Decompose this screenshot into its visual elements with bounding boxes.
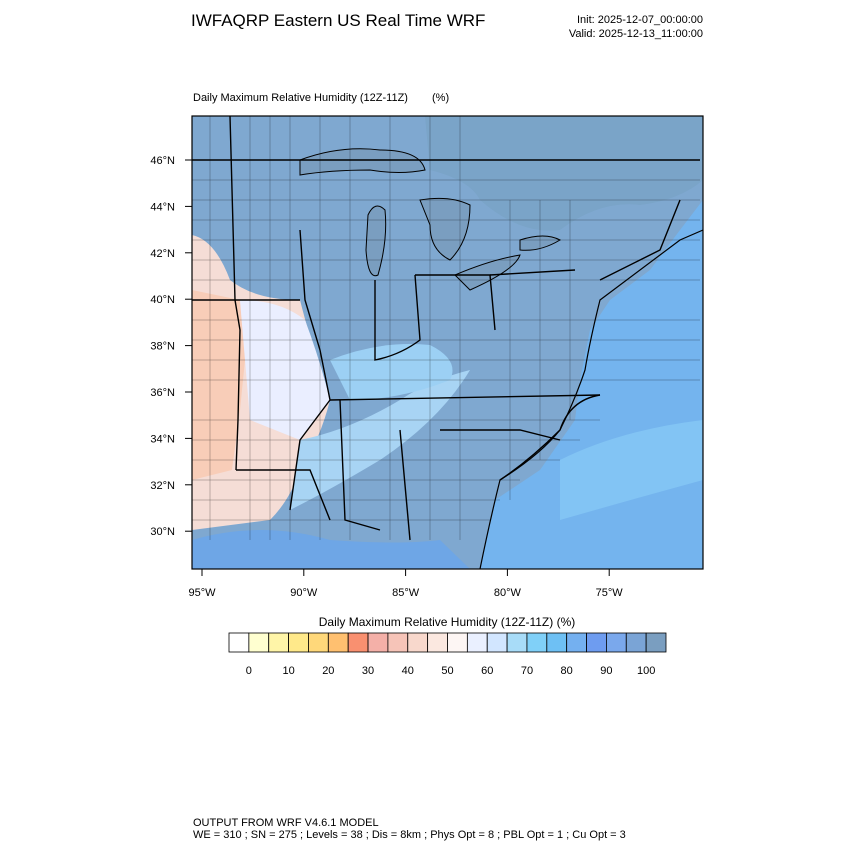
ocean-band [560, 420, 703, 520]
colorbar-box [407, 632, 429, 653]
footer-line1: OUTPUT FROM WRF V4.6.1 MODEL [193, 817, 379, 829]
colorbar-box [288, 632, 309, 653]
colorbar-box [486, 632, 508, 653]
lat-label: 38°N [150, 341, 175, 353]
county-lines [192, 116, 700, 540]
colorbar-tick-label: 100 [637, 665, 655, 677]
colorbar-box [546, 632, 568, 653]
colorbar-box [447, 632, 468, 653]
colorbar-box [387, 632, 409, 653]
colorbar-title: Daily Maximum Relative Humidity (12Z-11Z… [319, 615, 576, 629]
moist-transition [240, 300, 330, 440]
map-frame [191, 115, 704, 570]
colorbar-box [228, 632, 250, 653]
colorbar: 0 10 20 30 40 50 60 70 80 90 100 [228, 632, 667, 677]
colorbar-tick-label: 80 [561, 665, 573, 677]
lake-huron [419, 197, 471, 261]
lat-label: 40°N [150, 294, 175, 306]
colorbar-tick-label: 40 [402, 665, 414, 677]
header-title: IWFAQRP Eastern US Real Time WRF [191, 11, 485, 30]
map-units: (%) [432, 92, 449, 104]
colorbar-box [367, 632, 389, 653]
colorbar-tick-label: 50 [441, 665, 453, 677]
colorbar-box [466, 632, 488, 653]
lon-labels: 95°W 90°W 85°W 80°W 75°W [188, 569, 623, 599]
dry-core [192, 290, 245, 480]
colorbar-box [526, 632, 548, 653]
footer-line2: WE = 310 ; SN = 275 ; Levels = 38 ; Dis … [193, 829, 626, 841]
colorbar-box [347, 632, 369, 653]
lat-labels: 46°N 44°N 42°N 40°N 38°N 36°N 34°N 32°N 30°N [150, 155, 192, 538]
lat-label: 32°N [150, 480, 175, 492]
colorbar-box [327, 632, 349, 653]
colorbar-tick-label: 30 [362, 665, 374, 677]
colorbar-box [268, 632, 289, 653]
lat-label: 36°N [150, 387, 175, 399]
colorbar-box [625, 632, 647, 653]
colorbar-box [566, 632, 587, 653]
lat-label: 46°N [150, 155, 175, 167]
colorbar-tick-label: 10 [282, 665, 294, 677]
colorbar-box [645, 632, 667, 653]
moist-band-2 [330, 344, 453, 400]
lat-label: 44°N [150, 201, 175, 213]
coastline [479, 229, 703, 569]
colorbar-box [248, 632, 270, 653]
valid-time: Valid: 2025-12-13_11:00:00 [569, 28, 703, 40]
colorbar-tick-label: 20 [322, 665, 334, 677]
lon-label: 75°W [596, 587, 624, 599]
colorbar-box [586, 632, 607, 653]
lake-michigan [365, 205, 387, 277]
gulf [192, 530, 470, 569]
colorbar-tick-label: 0 [246, 665, 252, 677]
lat-label: 42°N [150, 248, 175, 260]
lake-erie [454, 254, 521, 291]
lake-superior [299, 148, 426, 176]
colorbar-box [427, 632, 448, 653]
lon-label: 80°W [494, 587, 522, 599]
colorbar-tick-label: 90 [600, 665, 612, 677]
lon-label: 95°W [188, 587, 216, 599]
lat-label: 34°N [150, 433, 175, 445]
colorbar-box [308, 632, 329, 653]
colorbar-tick-label: 70 [521, 665, 533, 677]
colorbar-box [506, 632, 528, 653]
lat-label: 30°N [150, 526, 175, 538]
colorbar-box [606, 632, 627, 653]
lon-label: 85°W [392, 587, 420, 599]
lon-label: 90°W [290, 587, 318, 599]
colorbar-tick-label: 60 [481, 665, 493, 677]
map-area [192, 116, 703, 569]
map-title: Daily Maximum Relative Humidity (12Z-11Z… [193, 92, 408, 104]
init-time: Init: 2025-12-07_00:00:00 [577, 14, 703, 26]
canada [425, 116, 703, 231]
